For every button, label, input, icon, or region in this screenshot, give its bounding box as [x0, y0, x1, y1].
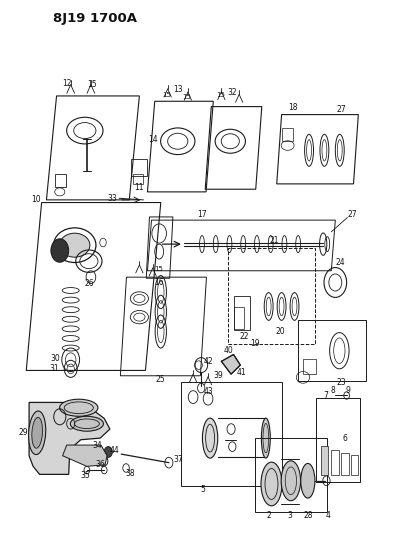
Bar [282, 128, 293, 141]
Text: 24: 24 [335, 258, 345, 266]
Text: 39: 39 [213, 372, 223, 380]
Text: 25: 25 [155, 375, 165, 384]
Text: 15: 15 [154, 265, 163, 272]
Text: 27: 27 [347, 210, 357, 219]
Text: 29: 29 [19, 429, 28, 437]
Text: 36: 36 [95, 461, 105, 469]
Text: 14: 14 [148, 135, 158, 144]
Bar [316, 398, 360, 482]
Ellipse shape [261, 462, 282, 506]
Bar [55, 174, 66, 187]
Text: 19: 19 [250, 340, 259, 348]
Text: 37: 37 [174, 455, 183, 464]
Circle shape [104, 447, 112, 457]
Bar [303, 359, 316, 374]
Text: 33: 33 [107, 194, 117, 203]
Text: 20: 20 [276, 327, 286, 336]
Text: 43: 43 [203, 387, 213, 396]
Text: 15: 15 [183, 94, 191, 100]
Text: 7: 7 [323, 391, 328, 400]
Text: 6: 6 [343, 434, 348, 442]
Ellipse shape [202, 418, 218, 458]
Bar [331, 450, 339, 475]
Ellipse shape [60, 233, 90, 257]
Ellipse shape [261, 418, 270, 458]
Ellipse shape [29, 411, 46, 455]
Text: 27: 27 [337, 105, 346, 114]
Text: 5: 5 [200, 485, 205, 494]
Text: 15: 15 [216, 92, 225, 98]
Bar [341, 453, 349, 475]
Text: 2: 2 [266, 512, 271, 520]
Text: 8: 8 [331, 386, 336, 394]
Text: 44: 44 [109, 446, 119, 455]
Bar [321, 446, 328, 475]
Bar [131, 159, 147, 176]
Text: 42: 42 [204, 357, 213, 366]
Text: 16: 16 [154, 278, 164, 287]
Bar [228, 248, 315, 344]
Ellipse shape [70, 416, 103, 431]
Text: 4: 4 [326, 512, 330, 520]
Bar [351, 455, 358, 475]
Text: 3: 3 [288, 512, 292, 520]
Text: 8J19 1700A: 8J19 1700A [53, 12, 137, 25]
Bar [133, 174, 143, 184]
Text: 21: 21 [270, 237, 280, 245]
Text: 11: 11 [134, 183, 144, 192]
Bar [234, 296, 250, 330]
Polygon shape [29, 402, 110, 474]
Text: 13: 13 [173, 85, 183, 94]
Text: 26: 26 [85, 279, 95, 288]
Text: 32: 32 [227, 88, 237, 97]
Ellipse shape [281, 461, 301, 501]
Text: 12: 12 [62, 79, 72, 88]
Text: 15: 15 [162, 92, 171, 98]
Ellipse shape [60, 399, 98, 416]
Polygon shape [221, 354, 240, 374]
Bar [181, 382, 282, 486]
Text: 31: 31 [50, 365, 59, 373]
Text: 38: 38 [125, 469, 135, 478]
Text: 35: 35 [80, 471, 90, 480]
Ellipse shape [301, 463, 315, 498]
Text: 23: 23 [337, 378, 346, 387]
Text: 41: 41 [237, 368, 246, 376]
Bar [255, 438, 327, 512]
Text: 9: 9 [346, 386, 351, 394]
Text: 40: 40 [223, 346, 233, 355]
Text: 17: 17 [197, 210, 207, 219]
Text: 10: 10 [32, 196, 41, 204]
Circle shape [51, 239, 69, 262]
Polygon shape [63, 445, 107, 466]
Ellipse shape [32, 417, 42, 448]
Text: 15: 15 [87, 80, 97, 88]
Text: 30: 30 [51, 354, 61, 362]
Bar [298, 320, 366, 381]
Text: 34: 34 [92, 441, 102, 450]
Text: 18: 18 [288, 103, 298, 112]
Bar [234, 307, 244, 329]
Text: 22: 22 [240, 333, 249, 341]
Text: 28: 28 [303, 512, 313, 520]
